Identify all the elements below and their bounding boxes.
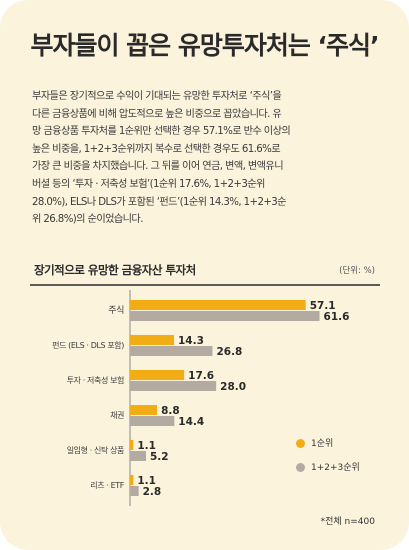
bar-rank1 [130, 440, 134, 450]
bar-rank1 [130, 370, 185, 380]
value-label-rank1: 1.1 [137, 440, 156, 452]
body-paragraph: 부자들은 장기적으로 수익이 기대되는 유망한 투자처로 ‘주식’을 다른 금융… [32, 88, 384, 229]
legend-item-rank1: 1순위 [296, 436, 333, 449]
chart-title-divider [30, 284, 380, 286]
bar-rank123 [130, 451, 146, 461]
category-label: 채권 [110, 410, 124, 420]
legend-swatch-rank123 [296, 463, 305, 472]
value-label-rank1: 17.6 [188, 370, 214, 382]
value-label-rank1: 8.8 [161, 405, 180, 417]
category-label: 펀드 (ELS · DLS 포함) [52, 341, 124, 350]
paragraph-line: 위 26.8%)의 순이었습니다. [32, 214, 143, 226]
bar-rank1 [130, 405, 158, 415]
value-label-rank1: 1.1 [137, 475, 156, 487]
legend-swatch-rank1 [296, 439, 305, 448]
value-label-rank123: 61.6 [324, 311, 350, 323]
value-label-rank123: 14.4 [178, 416, 204, 428]
category-label: 일임형 · 신탁 상품 [67, 445, 124, 455]
bar-rank123 [130, 486, 139, 496]
paragraph-line: 버셜 등의 ‘투자 · 저축성 보험’(1순위 17.6%, 1+2+3순위 [32, 178, 265, 190]
bar-rank123 [130, 381, 217, 391]
value-label-rank1: 14.3 [178, 335, 204, 347]
sample-size-note: *전체 n=400 [320, 517, 375, 527]
legend-label-rank123: 1+2+3순위 [311, 463, 360, 473]
bar-rank1 [130, 300, 306, 310]
legend-item-rank123: 1+2+3순위 [296, 460, 360, 473]
headline: 부자들이 꼽은 유망투자처는 ‘주식’ [30, 31, 379, 60]
paragraph-line: 높은 비중을, 1+2+3순위까지 복수로 선택한 경우도 61.6%로 [32, 143, 281, 155]
category-label: 투자 · 저축성 보험 [67, 376, 124, 385]
value-label-rank123: 26.8 [216, 346, 242, 358]
paragraph-line: 가장 큰 비중을 차지했습니다. 그 뒤를 이어 연금, 변액, 변액유니 [32, 161, 284, 173]
bar-rank1 [130, 475, 134, 485]
bar-rank1 [130, 335, 174, 345]
paragraph-line: 부자들은 장기적으로 수익이 기대되는 유망한 투자처로 ‘주식’을 [32, 91, 282, 102]
legend-label-rank1: 1순위 [311, 439, 334, 449]
unit-label: (단위: %) [339, 266, 375, 276]
value-label-rank123: 2.8 [143, 486, 162, 498]
paragraph-line: 망 금융상품 투자처를 1순위만 선택한 경우 57.1%로 반수 이상의 [32, 126, 291, 138]
paragraph-line: 28.0%), ELS나 DLS가 포함된 ‘펀드’(1순위 14.3%, 1+… [32, 196, 287, 208]
value-label-rank123: 5.2 [150, 451, 169, 463]
value-label-rank123: 28.0 [220, 381, 246, 393]
bar-rank123 [130, 311, 320, 321]
category-label: 리츠 · ETF [90, 481, 124, 490]
bar-chart: 주식 57.161.6 펀드 (ELS · DLS 포함) 14.3 26.8 투자 · … [52, 290, 350, 506]
bar-rank123 [130, 346, 213, 356]
bar-rank123 [130, 416, 175, 426]
chart-title: 장기적으로 유망한 금융자산 투자처 [34, 263, 196, 277]
value-label-rank1: 57.1 [310, 300, 336, 312]
category-label: 주식 [108, 305, 124, 316]
paragraph-line: 다른 금융상품에 비해 압도적으로 높은 비중으로 꼽았습니다. 유 [32, 108, 282, 120]
